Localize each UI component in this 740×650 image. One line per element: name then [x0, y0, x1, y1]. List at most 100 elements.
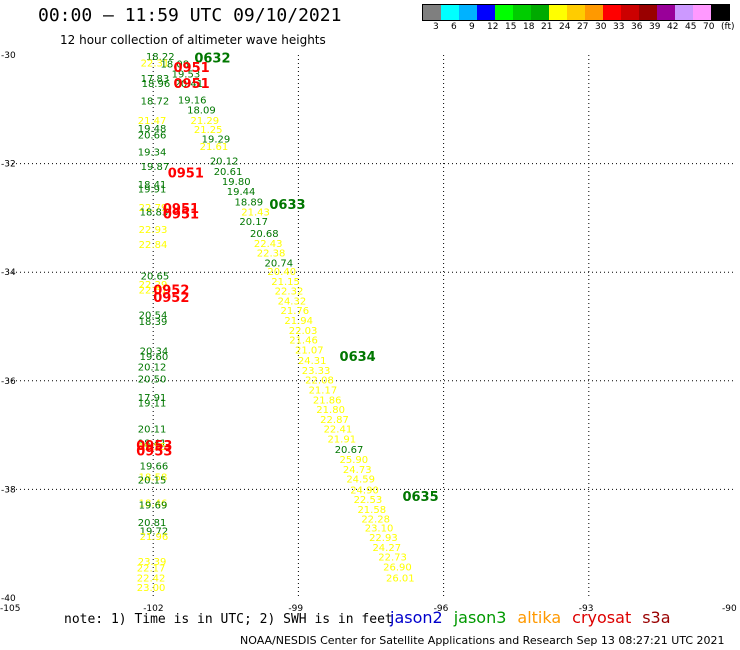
legend-swatch — [693, 5, 711, 20]
wave-height-label: 19.60 — [140, 352, 169, 363]
legend-swatch — [657, 5, 675, 20]
legend-swatch — [711, 5, 729, 20]
wave-height-label: 21.96 — [140, 532, 169, 543]
pass-time-label: 0952 — [153, 284, 189, 299]
pass-times: 0632095109510951063309510951095209520634… — [136, 52, 438, 505]
wave-height-label: 18.09 — [187, 105, 216, 116]
legend-swatch — [459, 5, 477, 20]
legend-swatch — [441, 5, 459, 20]
wave-height-label: 21.15 — [271, 277, 300, 288]
wave-height-label: 21.25 — [194, 125, 223, 136]
wave-height-label: 20.81 — [138, 518, 167, 529]
wave-height-label: 24.59 — [346, 475, 375, 486]
wave-height-label: 24.90 — [350, 485, 379, 496]
legend-label: 33 — [613, 22, 625, 32]
wave-height-label: 18.41 — [138, 180, 167, 191]
wave-height-label: 23.39 — [138, 557, 167, 568]
wave-height-label: 26.01 — [386, 573, 415, 584]
lon-tick-label: -96 — [434, 604, 449, 614]
lat-tick-label: -32 — [1, 160, 16, 170]
axis-labels: -30 -32 -34 -36 -38 -40-105 -102 -99 -96 -93 -90 — [0, 51, 737, 614]
legend-swatch — [603, 5, 621, 20]
wave-height-label: 26.90 — [383, 563, 412, 574]
satellite-key: jason2 jason3 altika cryosat s3a — [390, 608, 682, 627]
wave-height-label: 18.72 — [141, 97, 170, 108]
wave-height-label: 22.08 — [305, 376, 334, 387]
wave-height-label: 18.58 — [139, 472, 168, 483]
wave-height-label: 21.46 — [289, 336, 318, 347]
pass-time-label: 0953 — [136, 444, 172, 459]
wave-height-label: 18.46 — [139, 498, 168, 509]
wave-height-label: 18.96 — [142, 79, 171, 90]
wave-height-label: 22.28 — [361, 515, 390, 526]
wave-height-label: 19.53 — [172, 69, 201, 80]
wave-height-label: 20.12 — [138, 363, 167, 374]
wave-height-label: 21.94 — [284, 316, 313, 327]
lon-tick-label: -99 — [288, 604, 303, 614]
legend-swatch — [639, 5, 657, 20]
wave-height-label: 24.27 — [372, 543, 401, 554]
legend-label: 12 — [487, 22, 499, 32]
wave-height-label: 20.11 — [138, 425, 167, 436]
wave-height-label: 19.69 — [139, 501, 168, 512]
wave-height-label: 19.80 — [222, 177, 251, 188]
legend-swatch — [621, 5, 639, 20]
wave-height-label: 22.31 — [141, 59, 170, 70]
credit-line: NOAA/NESDIS Center for Satellite Applica… — [240, 634, 725, 647]
wave-height-label: 19.72 — [140, 527, 169, 538]
satellite-s3a: s3a — [642, 608, 671, 627]
wave-height-label: 20.61 — [214, 167, 243, 178]
wave-height-label: 22.53 — [354, 495, 383, 506]
wave-height-label: 20.15 — [138, 476, 167, 487]
wave-height-label: 23.00 — [137, 583, 166, 594]
wave-height-label: 18.39 — [139, 317, 168, 328]
wave-height-label: 18.08 — [160, 60, 189, 71]
wave-height-label: 19.34 — [138, 148, 167, 159]
wave-height-label: 22.51 — [139, 286, 168, 297]
wave-height-label: 20.40 — [267, 267, 296, 278]
legend-label: 3 — [433, 22, 439, 32]
wave-height-label: 20.34 — [140, 346, 169, 357]
wave-height-label: 19.91 — [138, 185, 167, 196]
lat-tick-label: -34 — [1, 268, 16, 278]
lat-tick-label: -36 — [1, 377, 16, 387]
map-subtitle: 12 hour collection of altimeter wave hei… — [60, 33, 326, 47]
satellite-jason3: jason3 — [453, 608, 507, 627]
lat-tick-label: -38 — [1, 485, 16, 495]
satellite-cryosat: cryosat — [572, 608, 632, 627]
legend-swatch — [513, 5, 531, 20]
lat-tick-label: -30 — [1, 51, 16, 61]
legend-label: 9 — [469, 22, 475, 32]
wave-height-label: 21.17 — [309, 385, 338, 396]
legend-label: (ft) — [721, 22, 735, 32]
wave-height-label: 24.31 — [298, 356, 327, 367]
wave-height-label: 20.68 — [250, 229, 279, 240]
legend-swatch — [423, 5, 441, 20]
legend-color-bar — [422, 4, 730, 21]
legend-label: 39 — [649, 22, 661, 32]
wave-height-label: 24.73 — [343, 465, 372, 476]
wave-height-label: 22.38 — [257, 249, 286, 260]
wave-height-label: 20.66 — [138, 130, 167, 141]
wave-height-label: 20.67 — [335, 445, 364, 456]
wave-height-label: 20.41 — [174, 79, 203, 90]
wave-height-label: 18.22 — [146, 52, 175, 63]
pass-time-label: 0951 — [174, 77, 210, 92]
pass-time-label: 0953 — [136, 439, 172, 454]
wave-height-label: 20.54 — [139, 311, 168, 322]
wave-height-label: 22.32 — [275, 287, 304, 298]
wave-height-label: 18.89 — [235, 198, 264, 209]
wave-height-label: 24.32 — [278, 296, 307, 307]
legend-swatch — [495, 5, 513, 20]
wave-height-label: 21.61 — [200, 142, 229, 153]
wave-height-label: 21.07 — [295, 345, 324, 356]
wave-height-label: 20.12 — [210, 156, 239, 167]
legend-swatch — [477, 5, 495, 20]
wave-height-label: 18.83 — [140, 207, 169, 218]
wave-height-label: 19.66 — [140, 462, 169, 473]
legend-label: 6 — [451, 22, 457, 32]
legend-swatch — [567, 5, 585, 20]
wave-height-label: 20.74 — [265, 258, 294, 269]
